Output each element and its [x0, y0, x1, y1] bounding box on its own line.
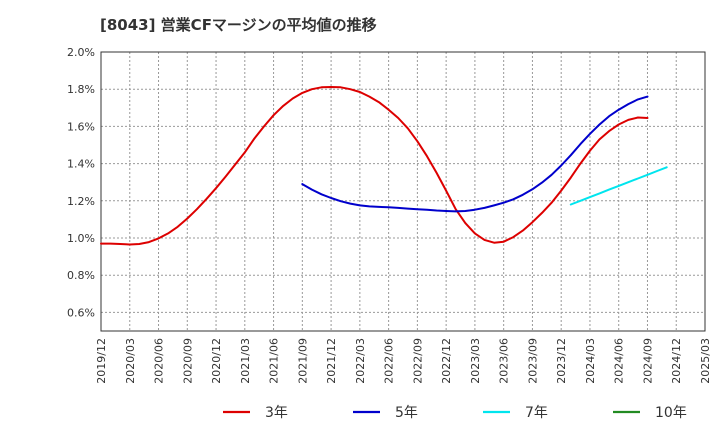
- x-tick-label: 2023/09: [526, 338, 539, 384]
- legend-label: 5年: [395, 405, 418, 421]
- x-tick-label: 2021/09: [296, 338, 309, 384]
- y-tick-label: 1.2%: [67, 195, 95, 208]
- plot-area: [101, 52, 705, 331]
- axes: 0.6% 0.8% 1.0% 1.2% 1.4% 1.6% 1.8% 2.0% 2019/12 2…: [67, 46, 712, 384]
- y-tick-label: 1.6%: [67, 120, 95, 133]
- x-tick-label: 2022/06: [383, 338, 396, 384]
- series-line: [100, 86, 649, 246]
- series-line: [301, 95, 649, 213]
- legend: 3年 5年 7年 10年: [223, 405, 687, 421]
- y-tick-label: 1.8%: [67, 83, 95, 96]
- y-tick-label: 0.6%: [67, 306, 95, 319]
- x-tick-label: 2024/03: [584, 338, 597, 384]
- x-tick-label: 2020/12: [210, 338, 223, 384]
- chart-title: [8043] 営業CFマージンの平均値の推移: [100, 16, 377, 34]
- legend-item: 3年: [223, 405, 288, 421]
- x-tick-label: 2019/12: [95, 338, 108, 384]
- x-tick-label: 2021/06: [268, 338, 281, 384]
- y-tick-label: 1.0%: [67, 232, 95, 245]
- x-tick-label: 2020/09: [181, 338, 194, 384]
- x-tick-label: 2023/06: [498, 338, 511, 384]
- plot-frame: [100, 51, 706, 332]
- legend-item: 10年: [613, 405, 687, 421]
- y-tick-label: 2.0%: [67, 46, 95, 59]
- x-tick-label: 2020/03: [124, 338, 137, 384]
- x-tick-label: 2022/12: [440, 338, 453, 384]
- x-tick-label: 2023/12: [555, 338, 568, 384]
- x-tick-label: 2024/06: [613, 338, 626, 384]
- legend-item: 5年: [353, 405, 418, 421]
- y-tick-label: 1.4%: [67, 158, 95, 171]
- x-tick-label: 2022/03: [354, 338, 367, 384]
- y-tick-label: 0.8%: [67, 269, 95, 282]
- grid: [100, 51, 706, 331]
- x-tick-label: 2024/12: [670, 338, 683, 384]
- x-tick-label: 2023/03: [469, 338, 482, 384]
- x-tick-label: 2022/09: [411, 338, 424, 384]
- series-line: [569, 166, 668, 206]
- x-tick-label: 2021/03: [239, 338, 252, 384]
- legend-label: 10年: [655, 405, 687, 421]
- x-tick-label: 2024/09: [641, 338, 654, 384]
- x-tick-label: 2025/03: [699, 338, 712, 384]
- series-lines: [100, 86, 668, 246]
- legend-item: 7年: [483, 405, 548, 421]
- legend-label: 7年: [525, 405, 548, 421]
- x-tick-label: 2020/06: [153, 338, 166, 384]
- legend-label: 3年: [265, 405, 288, 421]
- x-tick-label: 2021/12: [325, 338, 338, 384]
